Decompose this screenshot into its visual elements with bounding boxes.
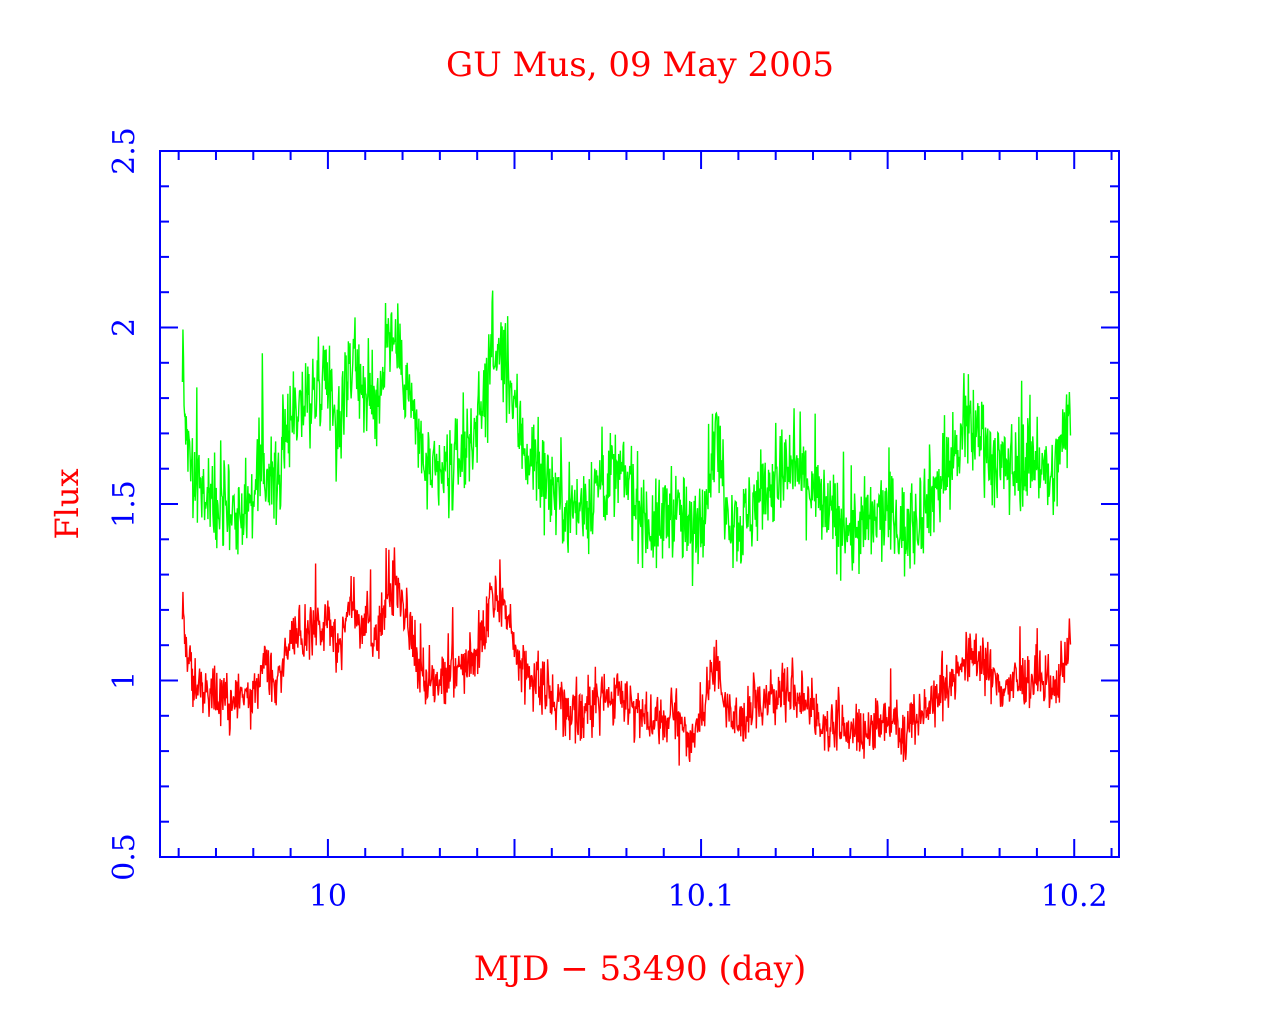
y-tick-label: 2 [107,318,142,337]
axis-ticks [160,150,1119,858]
x-tick-label: 10.1 [668,879,735,914]
series-line-upper [181,290,1072,587]
y-tick-label: 1 [107,671,142,690]
y-tick-label: 0.5 [107,833,142,881]
tick-labels: 10 10.1 10.2 0.5 1 1.5 2 2.5 [107,127,1108,914]
x-tick-label: 10.2 [1041,879,1108,914]
series-line-lower [181,547,1072,766]
y-axis-label: Flux [48,468,86,539]
x-axis-label: MJD − 53490 (day) [474,949,807,989]
series-layer [181,290,1072,766]
x-tick-label: 10 [309,879,347,914]
plot-frame [159,150,1120,858]
chart-title: GU Mus, 09 May 2005 [446,45,834,85]
y-tick-label: 2.5 [107,127,142,175]
y-tick-label: 1.5 [107,480,142,528]
